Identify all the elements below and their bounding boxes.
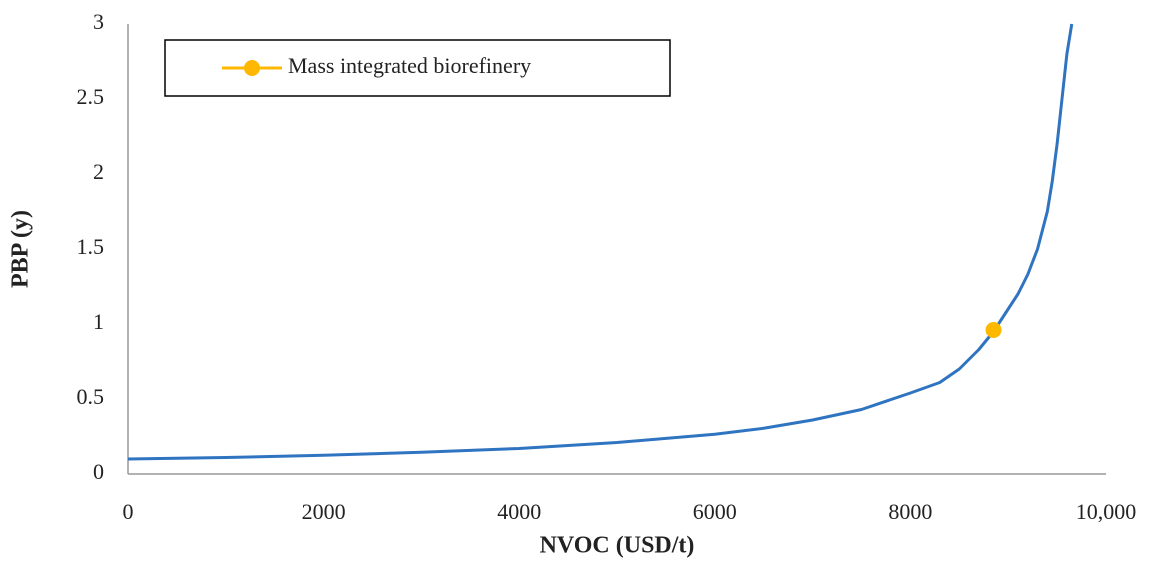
x-tick-label: 2000 <box>302 499 346 524</box>
legend-marker <box>244 60 260 76</box>
y-tick-label: 1 <box>93 309 104 334</box>
x-tick-label: 8000 <box>888 499 932 524</box>
y-tick-label: 2.5 <box>77 84 105 109</box>
x-tick-label: 10,000 <box>1076 499 1137 524</box>
y-tick-label: 0 <box>93 459 104 484</box>
x-tick-label: 6000 <box>693 499 737 524</box>
data-line <box>127 23 1074 461</box>
legend-label: Mass integrated biorefinery <box>288 53 531 78</box>
data-point <box>985 322 1002 338</box>
y-tick-label: 0.5 <box>77 384 105 409</box>
x-tick-label: 0 <box>123 499 134 524</box>
x-axis-title: NVOC (USD/t) <box>540 533 695 559</box>
x-tick-label: 4000 <box>497 499 541 524</box>
y-axis-title: PBP (y) <box>8 210 34 288</box>
y-tick-label: 3 <box>93 9 104 34</box>
y-tick-label: 2 <box>93 159 104 184</box>
y-tick-label: 1.5 <box>77 234 105 259</box>
